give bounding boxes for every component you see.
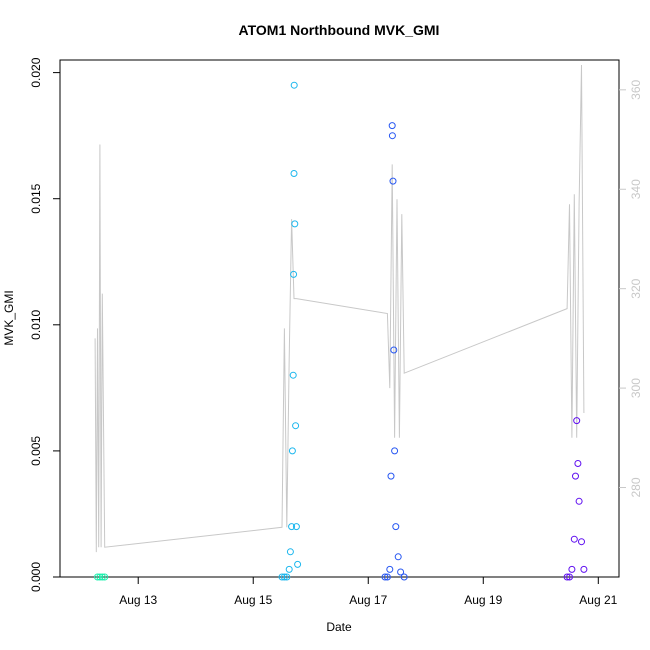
y-axis: 0.000 0.005 0.010 0.015 0.020 (29, 57, 60, 592)
x-axis-label: Date (326, 620, 352, 634)
series-1 (94, 573, 109, 581)
series-3 (381, 122, 408, 581)
plot-area (59, 59, 620, 578)
x-tick-label: Aug 21 (579, 593, 617, 607)
data-point (98, 573, 106, 581)
y-axis-label: MVK_GMI (2, 290, 16, 345)
secondary-series-line (94, 64, 585, 553)
data-point (288, 447, 296, 455)
data-point (573, 417, 581, 425)
y-tick-label: 0.015 (29, 183, 43, 213)
data-point (294, 560, 302, 568)
y2-tick-label: 300 (629, 378, 643, 398)
data-point (397, 568, 405, 576)
data-point (291, 220, 299, 228)
data-point (387, 472, 395, 480)
data-point (391, 447, 399, 455)
data-point (580, 565, 588, 573)
data-point (292, 422, 300, 430)
x-tick-label: Aug 13 (119, 593, 157, 607)
data-point (394, 553, 402, 561)
y2-tick-label: 320 (629, 278, 643, 298)
data-point (390, 346, 398, 354)
data-point (388, 122, 396, 130)
data-point (285, 565, 293, 573)
y2-axis: 280 300 320 340 360 (619, 79, 643, 498)
y-tick-label: 0.005 (29, 436, 43, 466)
y-tick-label: 0.000 (29, 562, 43, 592)
data-point (292, 523, 300, 531)
data-point (568, 565, 576, 573)
data-point (574, 460, 582, 467)
secondary-series-layer (94, 64, 585, 553)
y-tick-label: 0.020 (29, 57, 43, 87)
data-point (578, 538, 585, 546)
y2-tick-label: 340 (629, 179, 643, 199)
data-point (283, 573, 291, 581)
data-point (289, 371, 297, 379)
data-point (572, 472, 579, 480)
x-tick-label: Aug 17 (349, 593, 387, 607)
data-point (96, 573, 104, 581)
x-axis: Aug 13 Aug 15 Aug 17 Aug 19 Aug 21 (119, 577, 618, 607)
data-point (383, 573, 391, 581)
x-tick-label: Aug 15 (234, 593, 272, 607)
data-point (566, 573, 573, 581)
chart-title: ATOM1 Northbound MVK_GMI (239, 22, 440, 38)
y-tick-label: 0.010 (29, 309, 43, 339)
points-layer (94, 81, 588, 581)
data-point (389, 177, 397, 185)
data-point (392, 523, 400, 531)
data-point (278, 573, 286, 581)
data-point (400, 573, 408, 581)
data-point (288, 523, 296, 531)
data-point (575, 497, 583, 505)
series-4 (563, 417, 588, 581)
data-point (101, 573, 109, 581)
data-point (290, 81, 298, 89)
data-point (94, 573, 101, 581)
y2-tick-label: 280 (629, 477, 643, 497)
x-tick-label: Aug 19 (464, 593, 502, 607)
data-point (570, 535, 578, 543)
data-point (280, 573, 288, 581)
data-point (290, 270, 298, 278)
data-point (563, 573, 571, 581)
data-point (386, 565, 394, 573)
series-2 (278, 81, 302, 581)
data-point (290, 170, 298, 177)
data-point (388, 132, 396, 140)
y2-tick-label: 360 (629, 79, 643, 99)
data-point (381, 573, 389, 581)
data-point (286, 548, 294, 556)
